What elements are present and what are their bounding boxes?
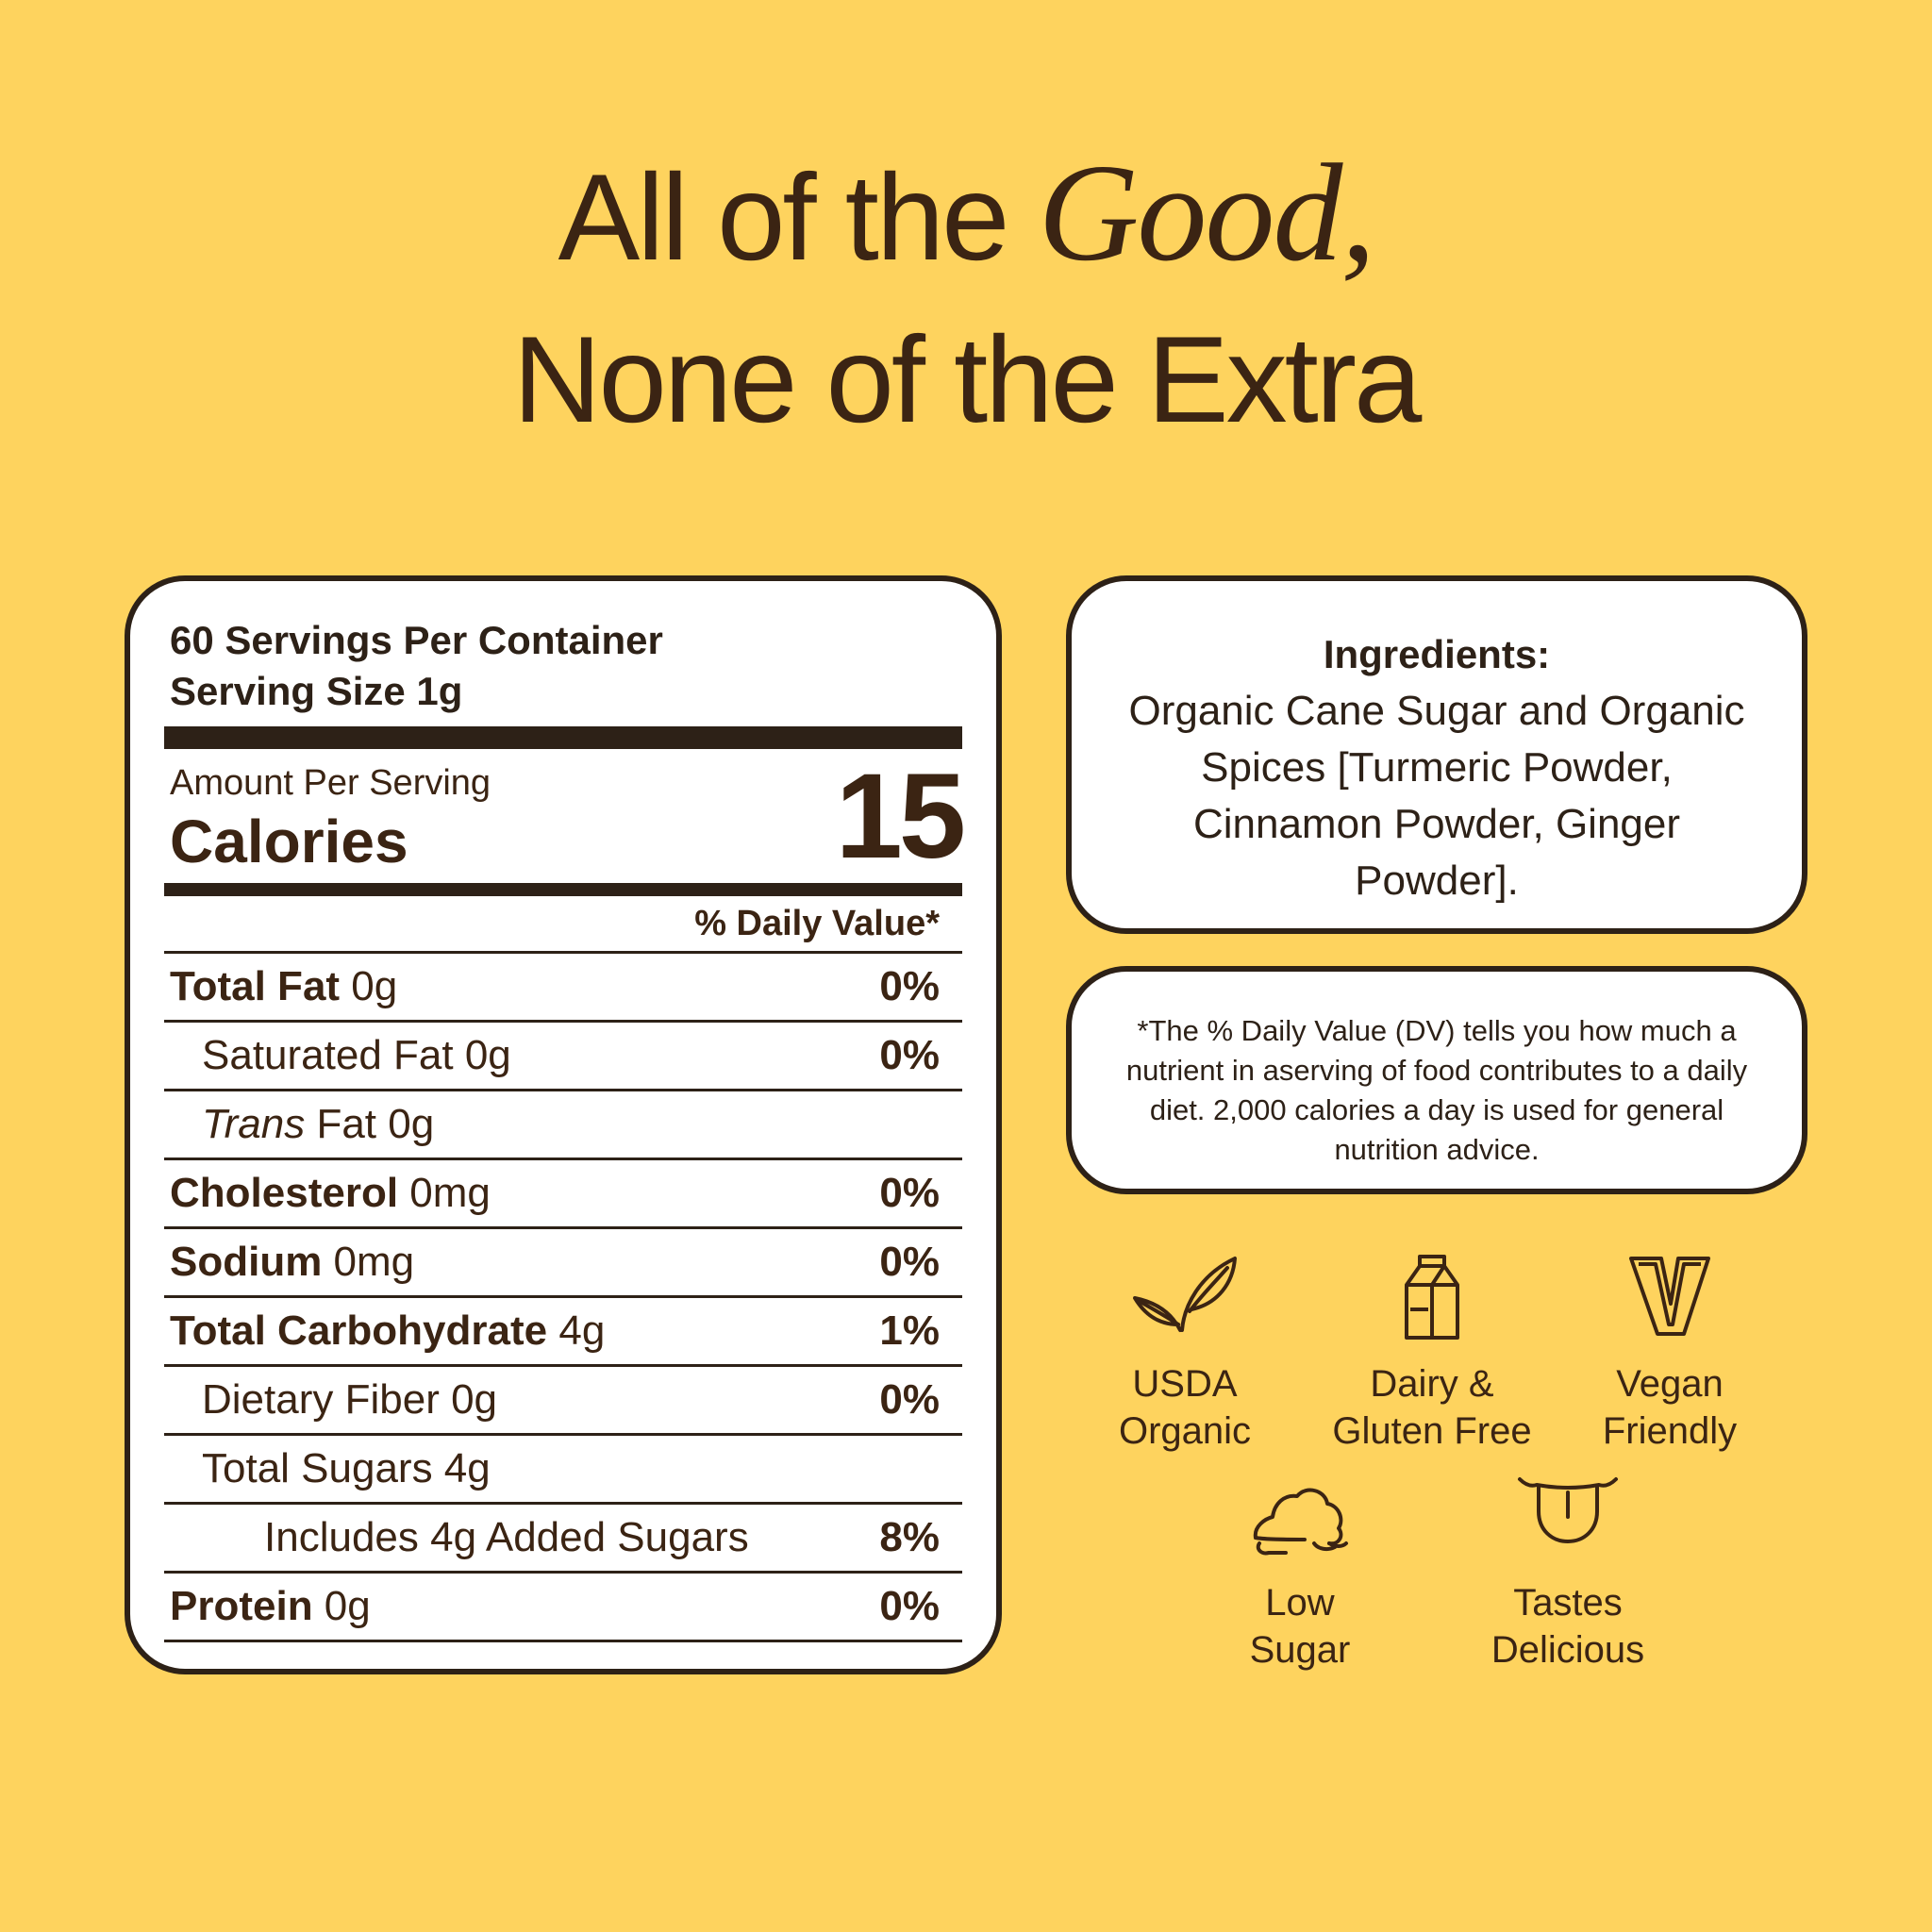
badge-label-line-2: Organic [1118,1410,1252,1452]
sugar-pile-icon [1253,1488,1348,1556]
nutrient-amount: 0g [340,963,398,1009]
ingredients-title: Ingredients: [1323,632,1551,676]
leaf-icon [1133,1257,1237,1332]
badge-label-line-1: Dairy & [1370,1363,1494,1405]
badge-label-line-2: Gluten Free [1332,1410,1532,1452]
nutrient-amount: 4g [547,1307,606,1354]
daily-value-header: % Daily Value* [164,896,962,954]
badge-label-line-1: USDA [1132,1363,1238,1405]
nutrient-percent: 0% [879,1239,940,1285]
badge-label-line-2: Sugar [1249,1629,1351,1671]
nutrient-name: Total Carbohydrate [170,1307,548,1354]
badge-tastes-delicious: Tastes Delicious [1445,1474,1690,1674]
badge-low-sugar: Low Sugar [1177,1474,1423,1674]
badge-label-line-1: Low [1265,1582,1335,1624]
vegan-v-icon [1629,1257,1710,1336]
amount-per-serving-label: Amount Per Serving [170,763,491,803]
headline: All of the Good, None of the Extra [0,132,1932,460]
nutrient-name: Total Fat [170,963,341,1009]
badge-label-line-2: Delicious [1491,1629,1645,1671]
badge-usda-organic: USDA Organic [1062,1255,1307,1455]
nutrient-name: Total Sugars 4g [202,1445,491,1491]
nutrient-name: Includes 4g Added Sugars [264,1514,749,1560]
nutrient-name: Dietary Fiber 0g [202,1376,498,1423]
ingredients-box: Ingredients: Organic Cane Sugar and Orga… [1066,575,1807,934]
headline-line-2: None of the Extra [512,310,1423,448]
badge-label-line-1: Tastes [1513,1582,1623,1624]
headline-emphasis: Good, [1038,136,1376,291]
nutrient-name: Saturated Fat 0g [202,1032,511,1078]
badge-label-line-2: Friendly [1602,1410,1738,1452]
nutrient-percent: 0% [879,1583,940,1629]
badge-label-line-1: Vegan [1616,1363,1724,1405]
nutrition-facts-panel: 60 Servings Per Container Serving Size 1… [125,575,1002,1674]
nutrient-name: Cholesterol [170,1170,399,1216]
nutrient-row-dietary-fiber: Dietary Fiber 0g 0% [164,1367,962,1436]
nutrient-row-cholesterol: Cholesterol 0mg 0% [164,1160,962,1229]
nutrient-percent: 0% [879,1376,940,1423]
divider-medium [164,883,962,896]
calories-row: Amount Per Serving Calories 15 [164,749,966,884]
nutrient-row-total-sugars: Total Sugars 4g [164,1436,962,1505]
nutrient-row-protein: Protein 0g 0% [164,1574,962,1642]
nutrient-name-italic: Trans [202,1101,306,1147]
daily-value-note-box: *The % Daily Value (DV) tells you how mu… [1066,966,1807,1194]
nutrient-row-saturated-fat: Saturated Fat 0g 0% [164,1023,962,1091]
ingredients-text: Organic Cane Sugar and Organic Spices [T… [1128,688,1745,904]
calories-label: Calories [170,808,408,875]
nutrient-amount: 0mg [398,1170,491,1216]
nutrient-percent: 0% [879,1032,940,1078]
nutrient-name: Fat 0g [305,1101,435,1147]
nutrient-row-trans-fat: Trans Fat 0g [164,1091,962,1160]
tongue-icon [1518,1477,1618,1543]
nutrient-name: Sodium [170,1239,323,1285]
nutrient-percent: 0% [879,963,940,1009]
daily-value-note: *The % Daily Value (DV) tells you how mu… [1125,1014,1748,1166]
nutrient-row-total-carbohydrate: Total Carbohydrate 4g 1% [164,1298,962,1367]
nutrient-row-sodium: Sodium 0mg 0% [164,1229,962,1298]
milk-carton-icon [1405,1255,1459,1340]
nutrient-amount: 0mg [322,1239,415,1285]
nutrient-percent: 0% [879,1170,940,1216]
headline-line-1: All of the Good, [0,132,1932,298]
nutrient-amount: 0g [312,1583,371,1629]
badge-dairy-gluten-free: Dairy & Gluten Free [1309,1255,1555,1455]
nutrient-name: Protein [170,1583,313,1629]
nutrient-row-total-fat: Total Fat 0g 0% [164,954,962,1023]
calories-value: 15 [835,749,966,884]
servings-per-container: 60 Servings Per Container [170,618,663,662]
serving-size: Serving Size 1g [170,669,463,713]
nutrient-row-added-sugars: Includes 4g Added Sugars 8% [164,1505,962,1574]
nutrient-percent: 8% [879,1514,940,1560]
nutrient-percent: 1% [879,1307,940,1354]
headline-text: All of the [558,148,1039,286]
divider-thick [164,726,962,749]
badge-vegan-friendly: Vegan Friendly [1547,1255,1792,1455]
